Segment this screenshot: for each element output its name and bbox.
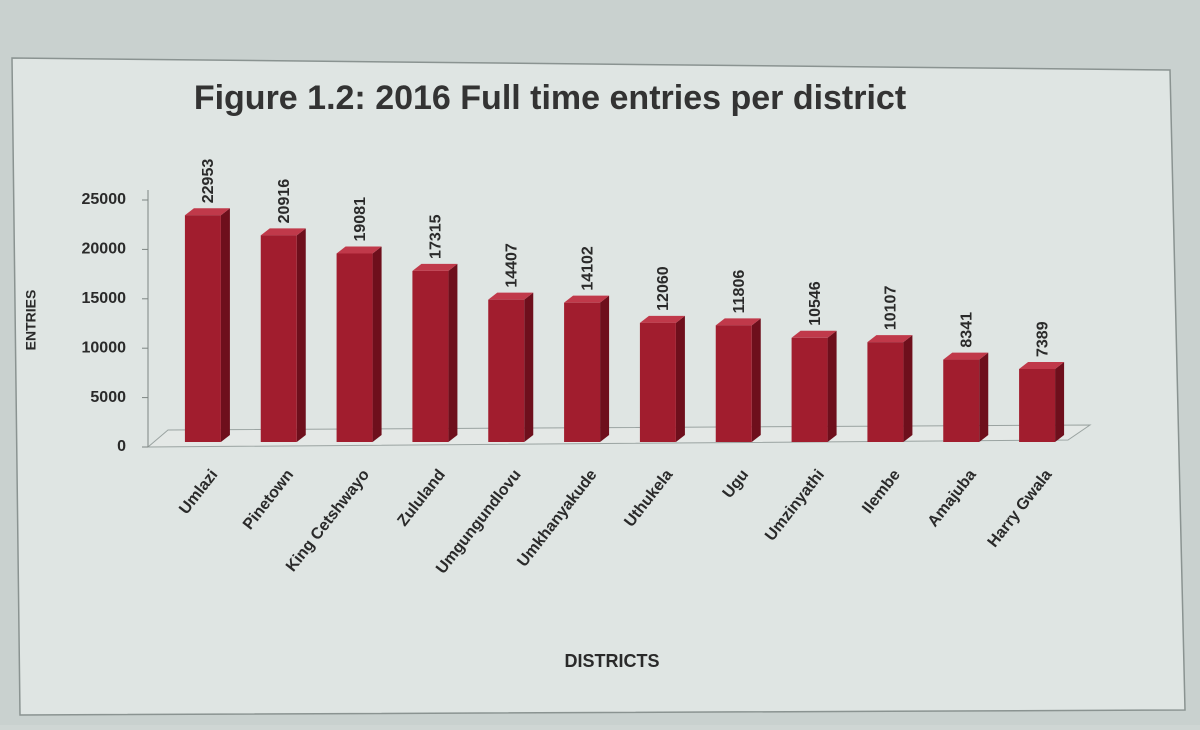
bar-side	[903, 335, 913, 442]
bar-top	[943, 352, 989, 360]
bar-top	[260, 228, 306, 236]
bar-top	[184, 208, 230, 216]
bar	[260, 235, 297, 442]
y-tick-label: 20000	[82, 241, 127, 258]
bar-side	[372, 246, 382, 442]
bar-top	[791, 330, 837, 338]
bar	[791, 337, 828, 442]
y-tick-label: 25000	[82, 191, 127, 208]
bar-top	[412, 263, 458, 271]
bar-top	[564, 295, 610, 303]
bar	[336, 253, 373, 442]
bar-top	[639, 315, 685, 323]
bar-top	[336, 246, 382, 254]
y-tick-label: 10000	[82, 339, 127, 356]
value-label: 22953	[200, 159, 217, 204]
bar-side	[220, 208, 230, 442]
value-label: 19081	[352, 197, 369, 242]
bar-side	[524, 292, 534, 442]
y-axis-label: ENTRIES	[23, 290, 39, 351]
bar-top	[715, 318, 761, 326]
x-axis-label: DISTRICTS	[564, 651, 659, 671]
value-label: 14407	[503, 243, 520, 288]
bar-side	[448, 263, 458, 442]
bar	[184, 215, 221, 442]
y-tick-label: 15000	[82, 290, 127, 307]
value-label: 10546	[807, 281, 824, 326]
bar	[1019, 368, 1056, 442]
chart-title: Figure 1.2: 2016 Full time entries per d…	[194, 79, 906, 117]
floor	[146, 424, 1092, 448]
y-tick-label: 5000	[90, 389, 126, 406]
value-label: 17315	[428, 214, 445, 259]
bar	[412, 270, 449, 442]
bar-side	[1055, 361, 1065, 442]
bar	[867, 342, 904, 442]
bar	[715, 325, 752, 442]
value-label: 11806	[731, 270, 748, 314]
bar	[639, 322, 676, 442]
bar	[943, 359, 980, 442]
y-tick-label: 0	[117, 438, 126, 455]
bar-side	[751, 318, 761, 442]
bar-side	[979, 352, 989, 442]
bar-top	[488, 292, 534, 300]
bar-side	[675, 315, 685, 442]
bar-top	[1019, 361, 1065, 369]
bar	[564, 302, 601, 442]
bar-side	[600, 295, 610, 442]
bar-side	[296, 228, 306, 442]
value-label: 14102	[579, 246, 596, 291]
bar-top	[867, 335, 913, 343]
value-label: 8341	[958, 312, 975, 348]
value-label: 7389	[1034, 321, 1051, 357]
value-label: 10107	[883, 286, 900, 331]
value-label: 20916	[276, 179, 293, 224]
bar-side	[827, 330, 837, 442]
bar	[488, 299, 525, 442]
value-label: 12060	[655, 266, 672, 311]
